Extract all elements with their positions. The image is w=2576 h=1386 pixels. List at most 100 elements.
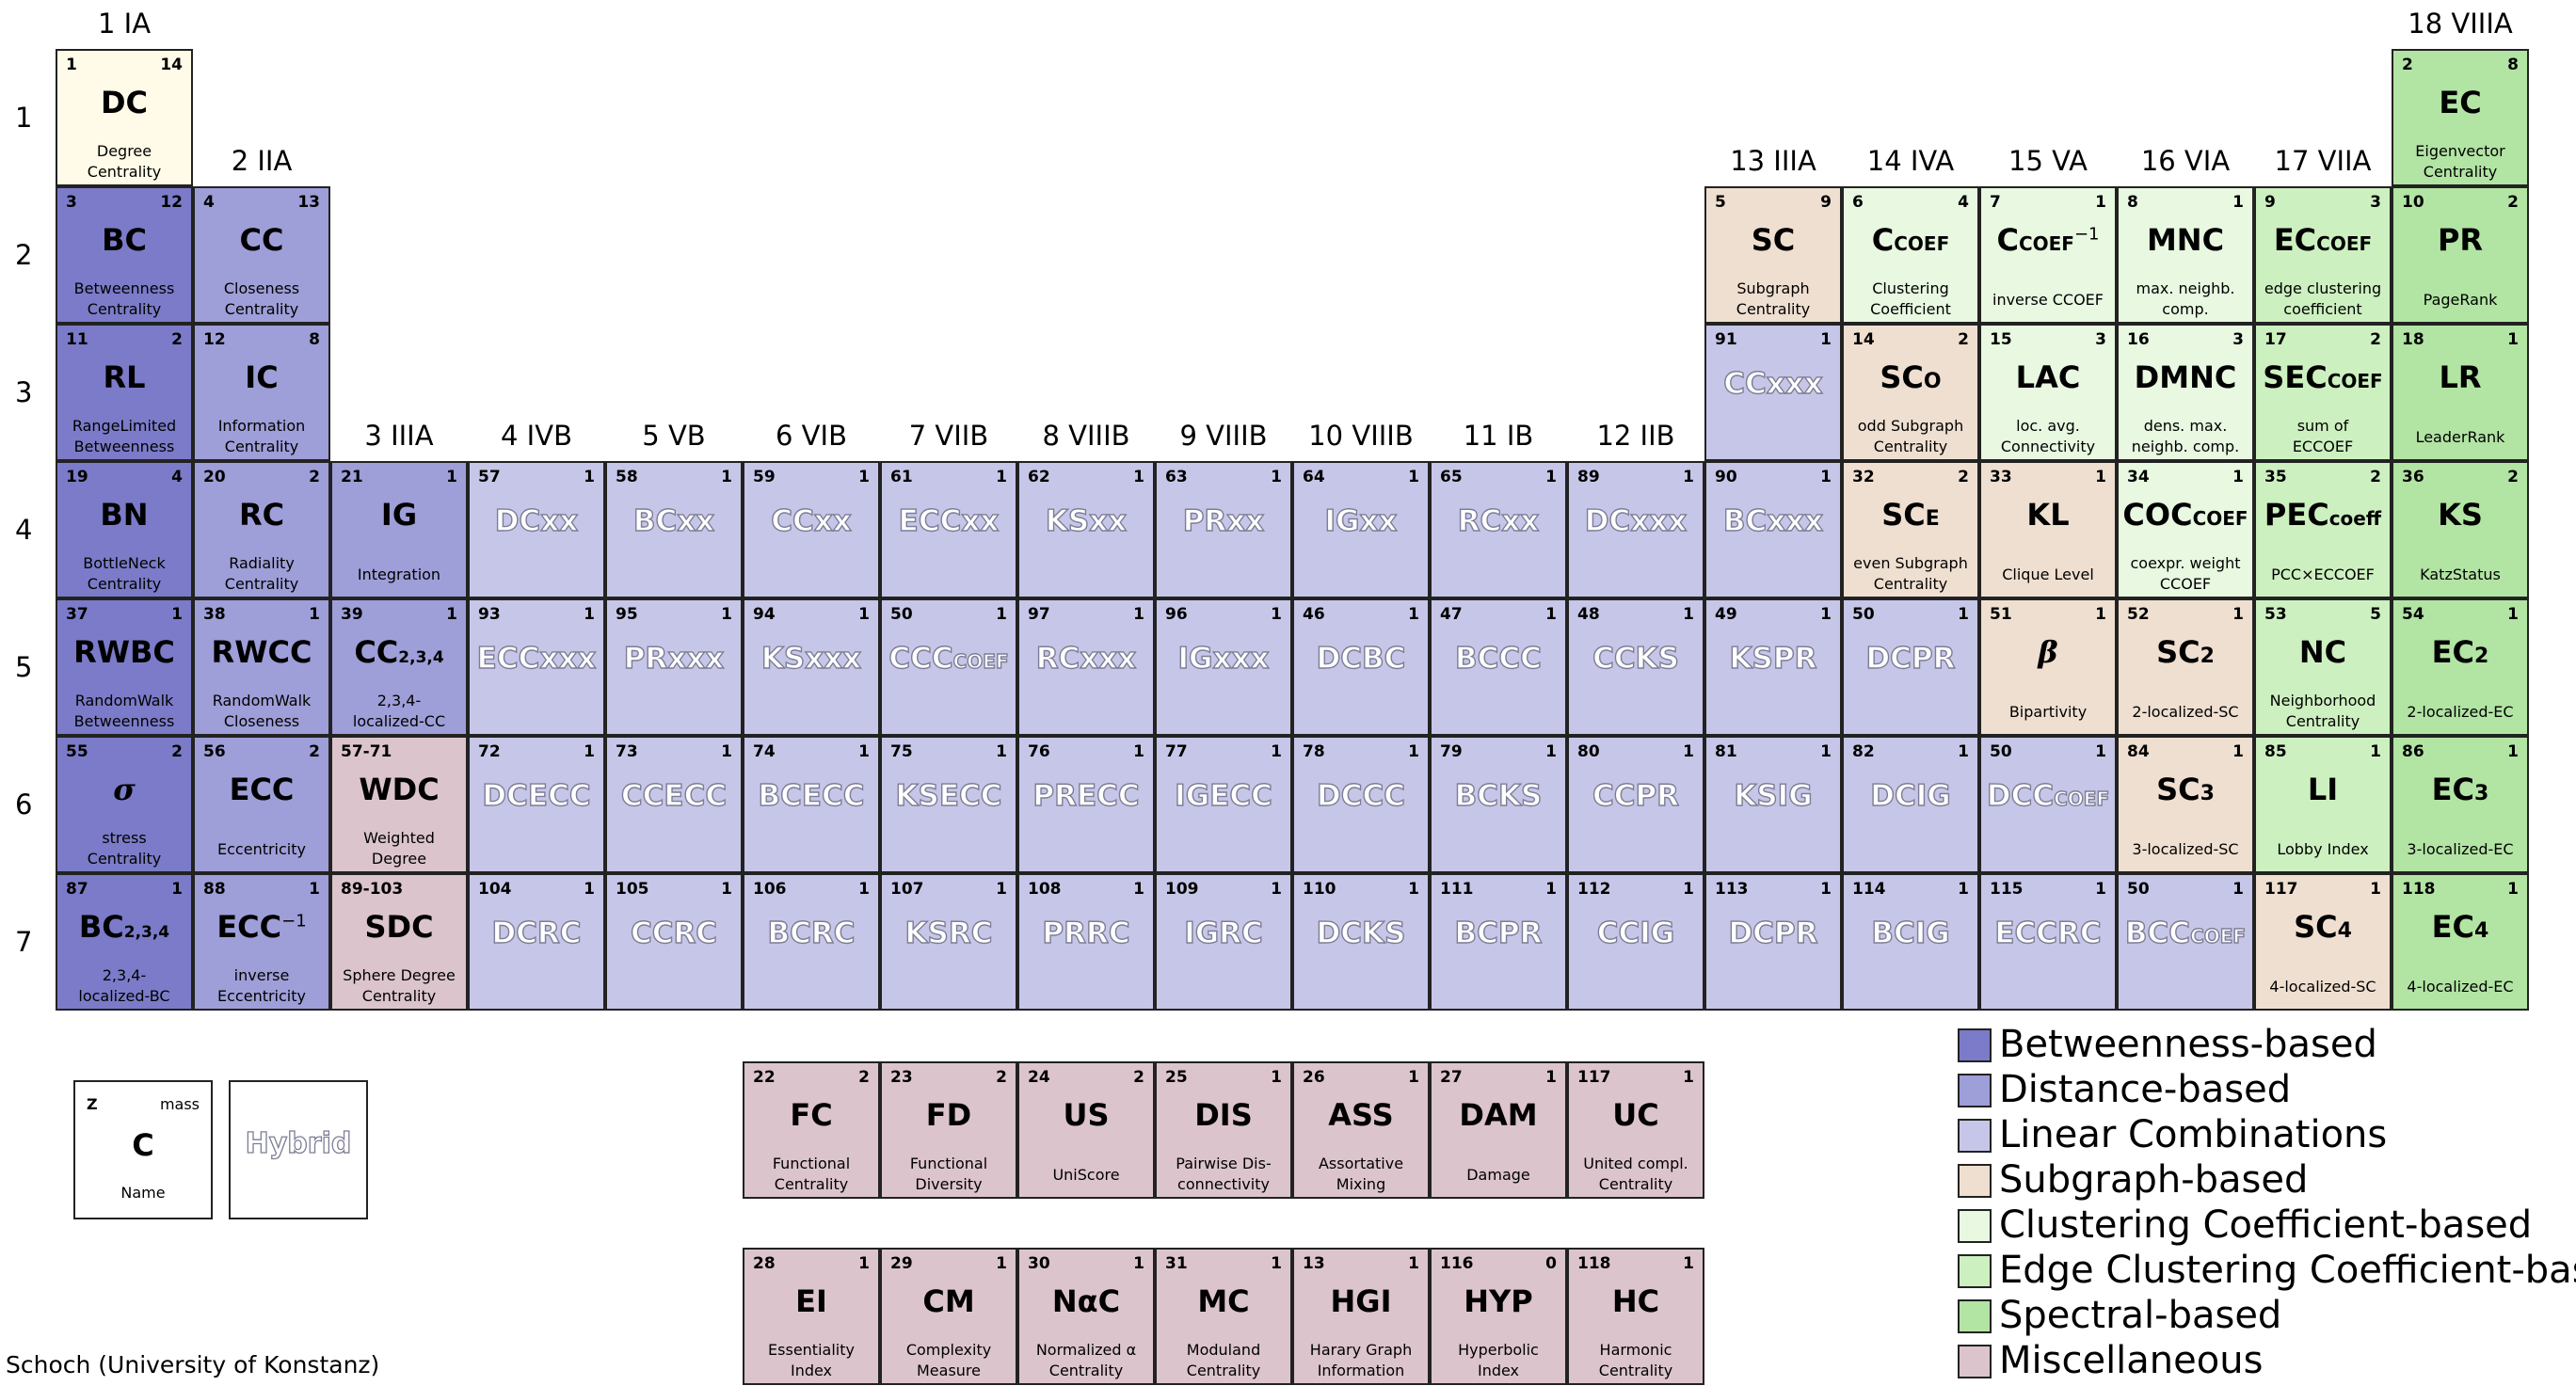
element-symbol: σ [57,772,191,807]
element-cell: 96 1 IGxxx [1155,598,1292,736]
element-number: 117 [2264,880,2298,899]
element-number: 58 [616,468,638,486]
element-mass: 1 [996,1254,1007,1273]
element-cell: 81 1 KSIG [1704,736,1842,873]
element-cell: 65 1 RCxx [1430,461,1567,598]
element-cell: 75 1 KSECC [880,736,1017,873]
element-symbol: WDC [332,772,466,807]
element-number: 10 [2402,193,2424,212]
element-name: Betweenness Centrality [61,279,187,320]
element-number: 85 [2264,742,2287,761]
element-mass: 1 [584,742,595,761]
symbol-base: KSIG [1734,778,1814,813]
element-mass: 1 [2095,880,2106,899]
element-number: 19 [66,468,88,486]
element-mass: 1 [2232,605,2244,624]
element-number: 23 [890,1068,913,1087]
element-cell: 1 14 DC Degree Centrality [56,49,193,186]
symbol-base: DCCC [1316,778,1405,813]
element-number: 35 [2264,468,2287,486]
element-symbol: HC [1569,1283,1703,1319]
group-label: 18 VIIIA [2408,8,2513,40]
symbol-base: RWCC [211,634,312,670]
group-label: 5 VB [642,420,706,452]
element-mass: 1 [1958,605,1969,624]
element-number: 1 [66,56,77,74]
element-symbol: MNC [2119,222,2252,258]
element-name: Harmonic Centrality [1573,1340,1699,1381]
element-name: Complexity Measure [886,1340,1012,1381]
element-cell: 61 1 ECCxx [880,461,1017,598]
symbol-base: IGECC [1174,778,1272,813]
symbol-base: LI [2307,772,2339,807]
element-name-line: Damage [1466,1166,1530,1184]
element-symbol: LR [2393,359,2527,395]
element-name-line: ECCOEF [2292,438,2354,455]
symbol-base: EI [795,1283,827,1319]
period-label: 1 [15,102,33,134]
period-label: 4 [15,514,33,546]
element-mass: 1 [1820,880,1832,899]
element-number: 52 [2127,605,2150,624]
element-number: 74 [753,742,776,761]
element-number: 24 [1028,1068,1050,1087]
symbol-base: PR [2437,222,2484,258]
symbol-base: C [1871,222,1895,258]
group-label: 17 VIIA [2274,145,2372,177]
element-cell: 48 1 CCKS [1567,598,1704,736]
element-mass: 4 [171,468,183,486]
element-name: Lobby Index [2260,839,2386,860]
element-symbol: CCxx [744,503,878,538]
symbol-base: FC [790,1097,833,1133]
element-name-line: Essentiality [768,1341,855,1359]
element-name-line: RangeLimited [72,417,177,435]
element-symbol: NC [2256,634,2390,670]
element-name-line: Centrality [1873,438,1948,455]
element-name-line: CCOEF [2159,575,2212,593]
symbol-subscript: E [1925,507,1940,531]
element-number: 96 [1165,605,1188,624]
element-name-line: Centrality [361,987,437,1005]
symbol-base: ECC [229,772,295,807]
element-number: 94 [753,605,776,624]
element-name: Pairwise Dis-connectivity [1160,1154,1287,1195]
element-mass: 2 [309,468,320,486]
element-symbol: KS [2393,497,2527,533]
element-number: 110 [1303,880,1336,899]
element-symbol: CCxxx [1706,366,1840,401]
element-symbol: ECC−1 [195,909,328,945]
group-label: 4 IVB [501,420,572,452]
element-mass: 1 [1820,742,1832,761]
element-mass: 1 [1271,1068,1282,1087]
legend-swatch [1958,1028,1992,1062]
element-number: 63 [1165,468,1188,486]
element-symbol: RCxx [1432,503,1565,538]
symbol-base: KSPR [1729,641,1817,676]
element-name-line: Coefficient [1870,300,1951,318]
element-cell: 30 1 NαC Normalized α Centrality [1017,1248,1155,1385]
element-mass: 1 [1820,605,1832,624]
element-name-line: Degree [371,850,427,868]
element-cell: 47 1 BCCC [1430,598,1567,736]
symbol-superscript: −1 [2073,224,2100,245]
element-number: 8 [2127,193,2138,212]
symbol-base: DAM [1459,1097,1538,1133]
element-mass: 1 [2232,742,2244,761]
element-name-line: Clustering [1872,279,1949,297]
symbol-base: CC [239,222,284,258]
element-cell: 49 1 KSPR [1704,598,1842,736]
element-name-line: inverse CCOEF [1992,291,2104,309]
element-cell: 38 1 RWCC RandomWalk Closeness [193,598,330,736]
element-symbol: KSIG [1706,778,1840,813]
symbol-base: KL [2026,497,2070,533]
element-cell: 35 2 PECcoeff PCC×ECCOEF [2254,461,2392,598]
element-mass: 1 [2095,742,2106,761]
symbol-base: ECCxx [898,503,1000,538]
element-number: 89 [1577,468,1600,486]
element-cell: 114 1 BCIG [1842,873,1979,1011]
element-number: 61 [890,468,913,486]
element-cell: 118 1 EC4 4-localized-EC [2392,873,2529,1011]
element-number: 118 [1577,1254,1611,1273]
element-name: Harary Graph Information [1298,1340,1424,1381]
